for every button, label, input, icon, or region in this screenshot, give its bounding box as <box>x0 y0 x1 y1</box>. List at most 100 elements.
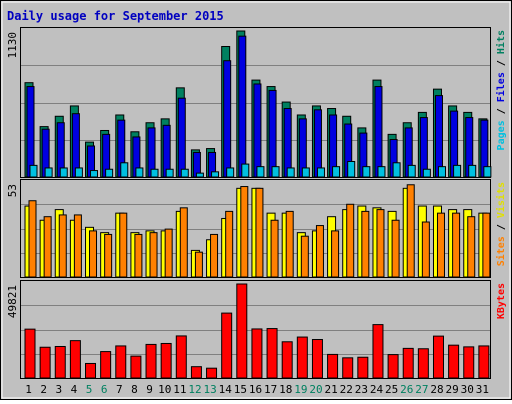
ymax-label: 53 <box>6 184 19 197</box>
sites-bar <box>346 203 355 278</box>
day-label: 6 <box>101 383 108 396</box>
sites-bar <box>164 228 173 278</box>
pages-bar <box>316 167 325 178</box>
day-label: 13 <box>203 383 216 396</box>
sites-bar <box>406 184 415 278</box>
kbytes-bar <box>175 335 187 379</box>
files-bar <box>177 97 186 178</box>
day-label: 8 <box>131 383 138 396</box>
files-bar <box>253 83 262 178</box>
day-label: 20 <box>309 383 322 396</box>
legend-part: Visits <box>495 182 507 218</box>
kbytes-bar <box>432 335 444 379</box>
day-label: 25 <box>385 383 398 396</box>
pages-bar <box>74 167 83 178</box>
legend-part: Hits <box>495 30 507 54</box>
day-label: 18 <box>279 383 292 396</box>
pages-bar <box>150 168 159 178</box>
files-bar <box>238 35 247 178</box>
files-bar <box>313 109 322 178</box>
kbytes-bar <box>206 367 218 379</box>
day-label: 30 <box>461 383 474 396</box>
kbytes-bar <box>251 328 263 379</box>
kbytes-bar <box>357 356 369 379</box>
sites-bar <box>28 200 37 278</box>
day-label: 15 <box>234 383 247 396</box>
pages-bar <box>407 164 416 178</box>
day-label: 9 <box>146 383 153 396</box>
pages-bar <box>59 167 68 178</box>
day-label: 29 <box>446 383 459 396</box>
day-label: 23 <box>355 383 368 396</box>
sites-bar <box>73 214 82 278</box>
legend-part: / <box>496 54 507 72</box>
sites-bar <box>285 210 294 278</box>
kbytes-bar <box>39 346 51 379</box>
pages-bar <box>165 168 174 178</box>
sites-bar <box>149 232 158 278</box>
kbytes-bar <box>387 354 399 379</box>
sites-bar <box>421 221 430 278</box>
day-label: 1 <box>25 383 32 396</box>
chart-title: Daily usage for September 2015 <box>7 9 224 23</box>
legend-part: Pages <box>496 120 507 150</box>
kbytes-bar <box>115 345 127 379</box>
files-bar <box>374 86 383 178</box>
sites-bar <box>436 212 445 278</box>
sites-bar <box>255 187 264 278</box>
pages-bar <box>256 166 265 178</box>
pages-bar <box>286 167 295 178</box>
pages-bar <box>392 162 401 178</box>
ymax-label: 1130 <box>6 32 19 59</box>
files-bar <box>283 108 292 178</box>
sites-bar <box>43 216 52 278</box>
kbytes-bar <box>160 342 172 379</box>
pages-bar <box>271 166 280 178</box>
pages-bar <box>422 168 431 178</box>
series-legend: Sites / Visits <box>495 182 507 266</box>
day-label: 11 <box>173 383 186 396</box>
pages-bar <box>468 164 477 178</box>
kbytes-bar <box>311 339 323 379</box>
sites-bar <box>361 210 370 278</box>
day-label: 31 <box>476 383 489 396</box>
files-bar <box>434 95 443 178</box>
sites-bar <box>179 207 188 278</box>
sites-bar <box>376 209 385 278</box>
kbytes-bar <box>236 283 248 379</box>
sites-bar <box>315 225 324 278</box>
sites-bar <box>194 251 203 278</box>
sites-bar <box>210 233 219 278</box>
kbytes-bar <box>69 340 81 379</box>
pages-bar <box>135 167 144 178</box>
sites-bar <box>134 233 143 278</box>
day-label: 19 <box>294 383 307 396</box>
pages-bar <box>332 166 341 178</box>
kbytes-bar <box>24 328 36 379</box>
day-label: 5 <box>86 383 93 396</box>
kbytes-bar <box>266 328 278 379</box>
pages-bar <box>29 164 38 178</box>
day-label: 24 <box>370 383 384 396</box>
sites-bar <box>300 235 309 278</box>
sites-bar <box>225 210 234 278</box>
legend-part: KBytes <box>496 283 507 319</box>
kbytes-bar <box>281 341 293 379</box>
day-label: 17 <box>264 383 277 396</box>
kbytes-bar <box>54 345 66 379</box>
day-label: 3 <box>56 383 63 396</box>
legend-part: Files <box>495 72 507 102</box>
day-label: 28 <box>430 383 443 396</box>
kbytes-bar <box>85 362 97 379</box>
legend-part: / <box>496 218 507 236</box>
files-bar <box>223 60 232 178</box>
kbytes-bar <box>296 336 308 379</box>
legend-part: / <box>496 102 507 120</box>
pages-bar <box>301 167 310 178</box>
kbytes-bar <box>145 343 157 379</box>
series-legend: Pages / Files / Hits <box>495 30 507 150</box>
kbytes-bar <box>372 324 384 379</box>
day-label: 7 <box>116 383 123 396</box>
